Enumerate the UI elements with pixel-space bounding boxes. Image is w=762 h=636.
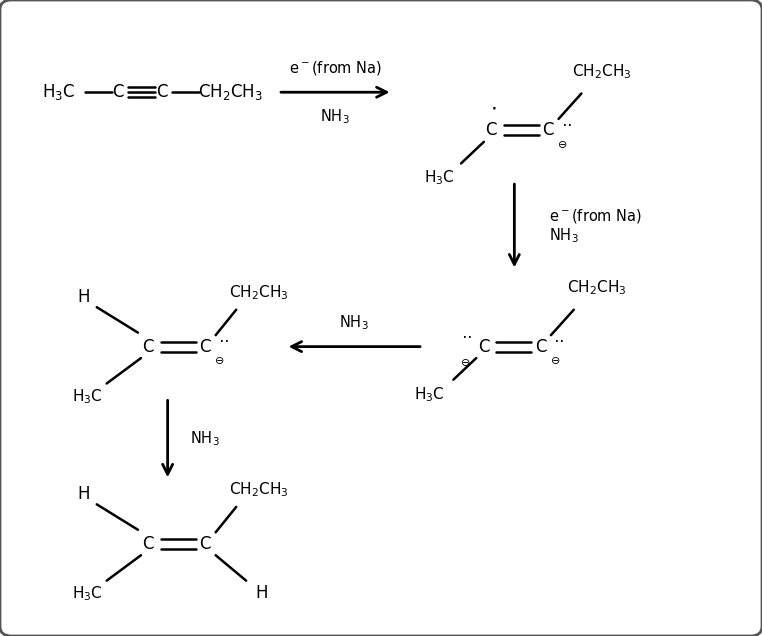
Text: $\boldsymbol{\cdot}$: $\boldsymbol{\cdot}$: [491, 102, 497, 114]
Text: $\mathrm{H}$: $\mathrm{H}$: [78, 485, 90, 503]
Text: $\mathrm{C}$: $\mathrm{C}$: [200, 535, 212, 553]
Text: $\mathrm{C}$: $\mathrm{C}$: [142, 535, 155, 553]
Text: $\ominus$: $\ominus$: [459, 357, 470, 368]
Text: $\mathrm{e^-(from\ Na)}$: $\mathrm{e^-(from\ Na)}$: [289, 59, 382, 77]
Text: $\mathrm{NH_3}$: $\mathrm{NH_3}$: [320, 107, 351, 126]
Text: $\mathrm{C}$: $\mathrm{C}$: [200, 338, 212, 356]
Text: $\mathrm{NH_3}$: $\mathrm{NH_3}$: [190, 429, 220, 448]
Text: $\mathrm{H_3C}$: $\mathrm{H_3C}$: [72, 584, 103, 603]
Text: $\mathrm{CH_2CH_3}$: $\mathrm{CH_2CH_3}$: [572, 62, 632, 81]
Text: $\mathrm{CH_2CH_3}$: $\mathrm{CH_2CH_3}$: [229, 283, 289, 302]
Text: $\mathrm{H_3C}$: $\mathrm{H_3C}$: [424, 169, 455, 188]
Text: $\mathrm{C}$: $\mathrm{C}$: [535, 338, 547, 356]
Text: $\mathrm{C}$: $\mathrm{C}$: [156, 83, 168, 101]
Text: $\mathrm{C}$: $\mathrm{C}$: [478, 338, 490, 356]
Text: $\boldsymbol{\cdot\cdot}$: $\boldsymbol{\cdot\cdot}$: [562, 118, 572, 128]
Text: $\mathrm{C}$: $\mathrm{C}$: [112, 83, 124, 101]
Text: $\mathrm{H}$: $\mathrm{H}$: [255, 584, 267, 602]
Text: $\mathrm{C}$: $\mathrm{C}$: [485, 121, 498, 139]
Text: $\boldsymbol{\cdot\cdot}$: $\boldsymbol{\cdot\cdot}$: [219, 334, 229, 344]
Text: $\mathrm{C}$: $\mathrm{C}$: [142, 338, 155, 356]
Text: $\ominus$: $\ominus$: [557, 139, 568, 150]
Text: $\mathrm{CH_2CH_3}$: $\mathrm{CH_2CH_3}$: [229, 480, 289, 499]
Text: $\mathrm{e^-(from\ Na)}$: $\mathrm{e^-(from\ Na)}$: [549, 207, 642, 225]
Text: $\mathrm{NH_3}$: $\mathrm{NH_3}$: [549, 226, 578, 245]
Text: $\mathrm{NH_3}$: $\mathrm{NH_3}$: [339, 313, 370, 332]
Text: $\mathrm{H_3C}$: $\mathrm{H_3C}$: [42, 82, 75, 102]
Text: $\ominus$: $\ominus$: [214, 355, 225, 366]
Text: $\mathrm{CH_2CH_3}$: $\mathrm{CH_2CH_3}$: [197, 82, 263, 102]
Text: $\mathrm{CH_2CH_3}$: $\mathrm{CH_2CH_3}$: [567, 278, 626, 297]
Text: $\boldsymbol{\cdot\cdot}$: $\boldsymbol{\cdot\cdot}$: [554, 334, 565, 344]
Text: $\mathrm{H}$: $\mathrm{H}$: [78, 288, 90, 306]
Text: $\mathrm{C}$: $\mathrm{C}$: [543, 121, 555, 139]
Text: $\boldsymbol{\cdot\cdot}$: $\boldsymbol{\cdot\cdot}$: [462, 330, 472, 340]
Text: $\ominus$: $\ominus$: [549, 355, 560, 366]
Text: $\mathrm{H_3C}$: $\mathrm{H_3C}$: [414, 385, 444, 404]
Text: $\mathrm{H_3C}$: $\mathrm{H_3C}$: [72, 387, 103, 406]
